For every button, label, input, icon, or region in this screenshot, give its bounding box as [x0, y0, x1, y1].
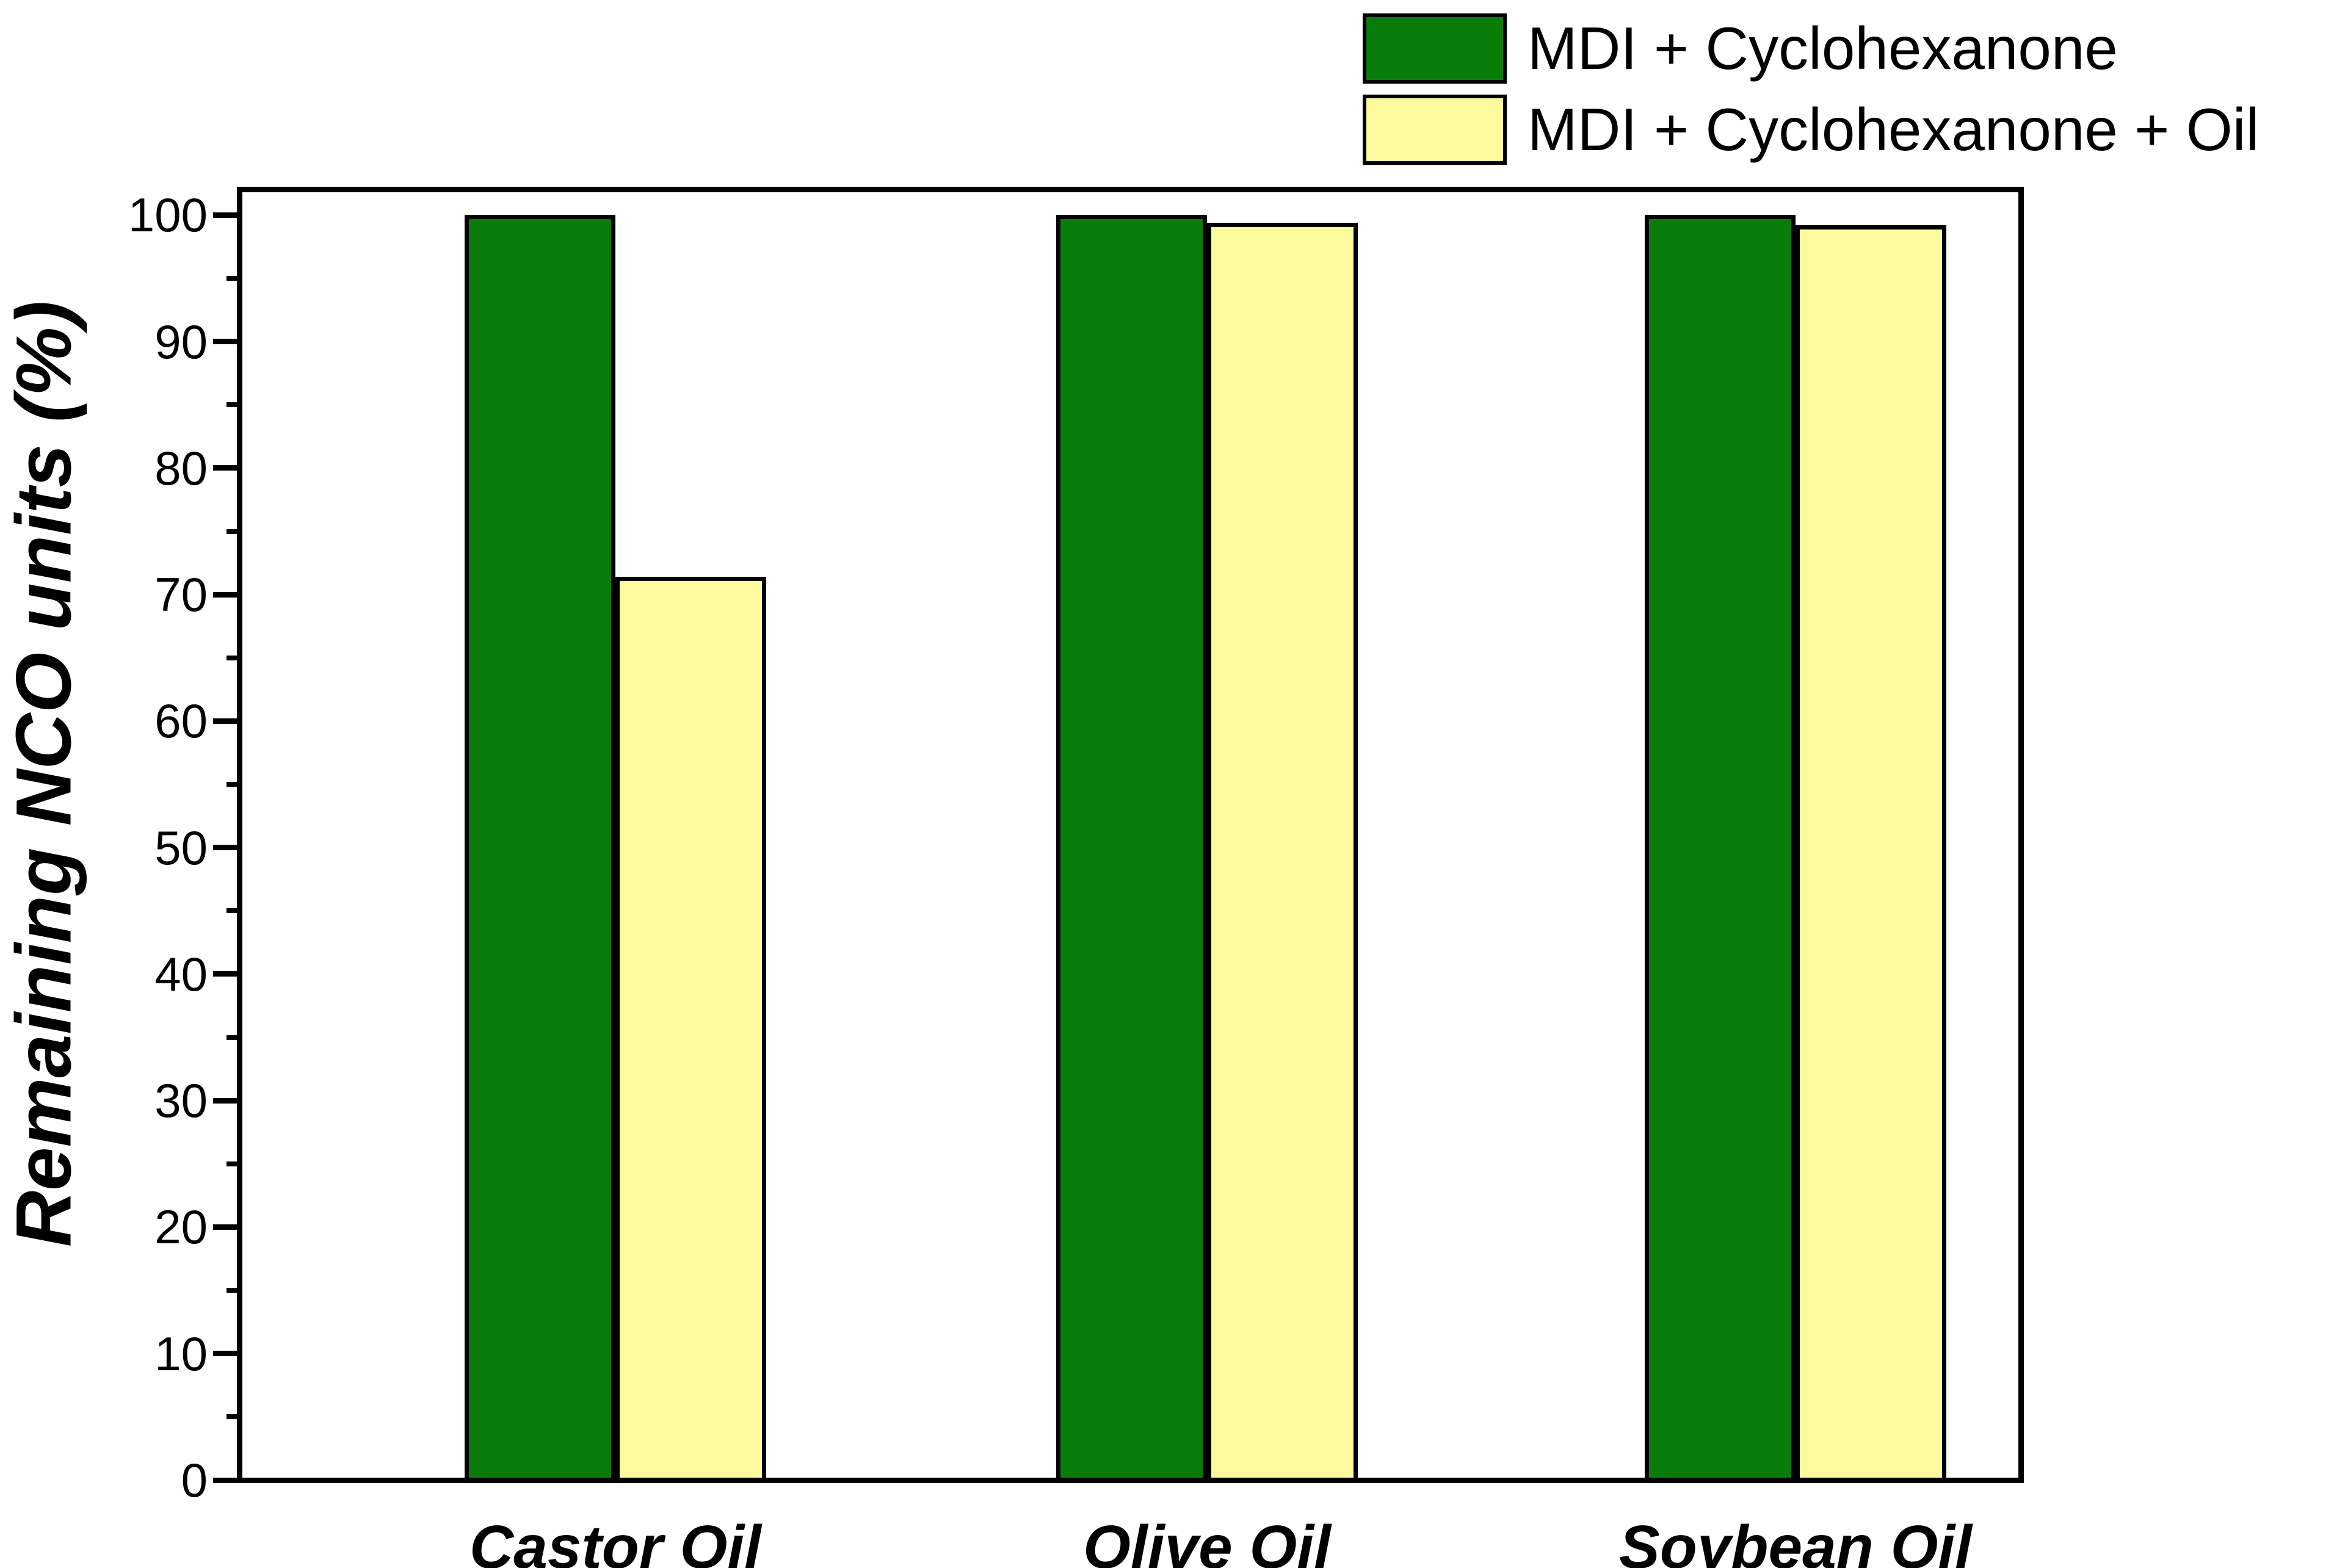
y-major-tick: [213, 1224, 240, 1230]
y-tick-label: 60: [154, 694, 208, 748]
y-minor-tick: [227, 529, 240, 534]
legend-label: MDI + Cyclohexanone + Oil: [1528, 96, 2260, 163]
y-axis-title: Remaining NCO units (%): [0, 300, 88, 1248]
y-major-tick: [213, 971, 240, 977]
x-category-label: Olive Oil: [1083, 1513, 1331, 1568]
bar-castor-oil-series1: [465, 215, 615, 1483]
y-tick-label: 80: [154, 441, 208, 495]
y-minor-tick: [227, 1414, 240, 1419]
y-minor-tick: [227, 1035, 240, 1040]
y-tick-label: 10: [154, 1327, 208, 1381]
y-minor-tick: [227, 402, 240, 407]
x-axis-line: [213, 1478, 2024, 1483]
y-major-tick: [213, 212, 240, 218]
bar-olive-oil-series2: [1207, 223, 1358, 1483]
y-tick-label: 70: [154, 568, 208, 621]
y-major-tick: [213, 1478, 240, 1483]
y-major-tick: [213, 1351, 240, 1356]
y-major-tick: [213, 592, 240, 598]
y-major-tick: [213, 845, 240, 850]
y-major-tick: [213, 718, 240, 724]
y-tick-label: 50: [154, 821, 208, 875]
y-minor-tick: [227, 656, 240, 660]
y-major-tick: [213, 1098, 240, 1104]
y-major-tick: [213, 339, 240, 344]
x-category-label: Castor Oil: [469, 1513, 761, 1568]
y-minor-tick: [227, 782, 240, 787]
y-minor-tick: [227, 1288, 240, 1293]
y-minor-tick: [227, 908, 240, 913]
legend-item: MDI + Cyclohexanone: [1363, 12, 2259, 84]
y-tick-label: 20: [154, 1200, 208, 1254]
y-tick-label: 0: [181, 1453, 208, 1507]
legend-label: MDI + Cyclohexanone: [1528, 15, 2118, 82]
plot-frame-top: [237, 187, 2024, 192]
y-minor-tick: [227, 276, 240, 281]
legend-swatch-yellow-icon: [1363, 94, 1507, 165]
legend-swatch-green-icon: [1363, 13, 1507, 84]
legend: MDI + Cyclohexanone MDI + Cyclohexanone …: [1363, 12, 2259, 175]
bar-soybean-oil-series1: [1645, 215, 1796, 1483]
legend-item: MDI + Cyclohexanone + Oil: [1363, 93, 2259, 165]
bar-soybean-oil-series2: [1796, 225, 1946, 1483]
y-minor-tick: [227, 1162, 240, 1166]
y-tick-label: 40: [154, 947, 208, 1001]
bar-olive-oil-series1: [1056, 215, 1207, 1483]
y-major-tick: [213, 465, 240, 471]
y-axis-line: [237, 187, 242, 1483]
x-category-label: Soybean Oil: [1619, 1513, 1972, 1568]
bar-castor-oil-series2: [615, 577, 766, 1483]
y-tick-label: 90: [154, 315, 208, 369]
plot-frame-right: [2018, 187, 2024, 1483]
y-tick-label: 30: [154, 1074, 208, 1127]
y-tick-label: 100: [128, 188, 208, 242]
